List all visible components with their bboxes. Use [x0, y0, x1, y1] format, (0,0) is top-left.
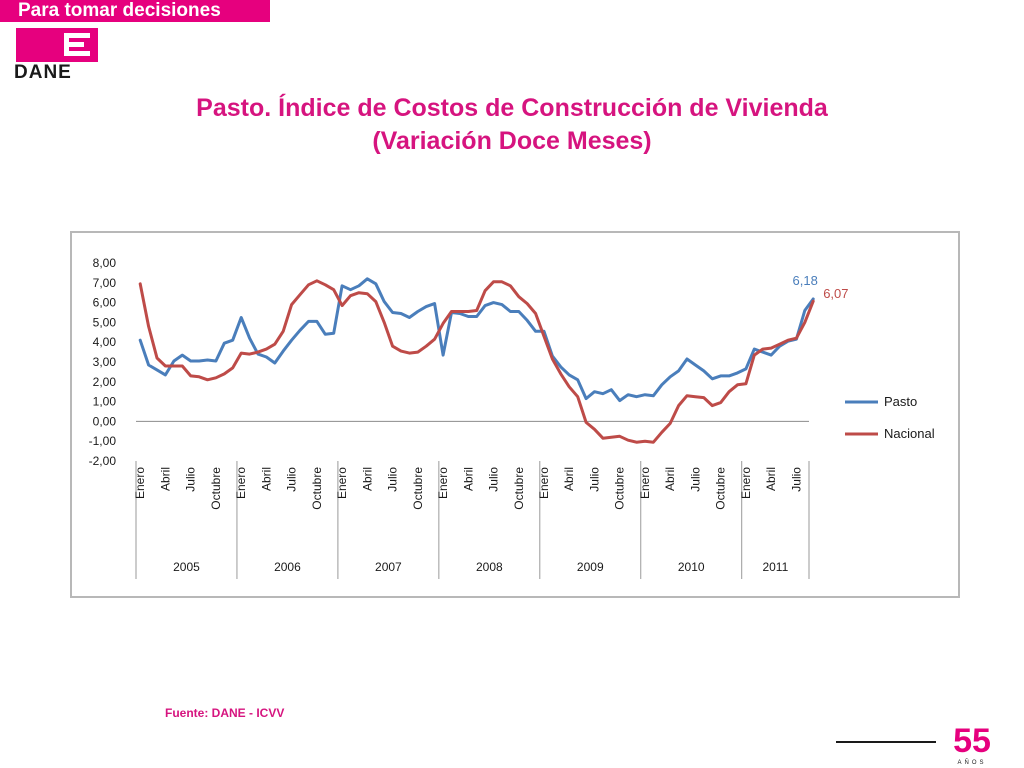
page-title: Pasto. Índice de Costos de Construcción …	[0, 92, 1024, 158]
header-banner: Para tomar decisiones	[0, 0, 270, 22]
data-label-nacional: 6,07	[823, 286, 848, 301]
month-tick-label: Octubre	[714, 467, 728, 510]
month-tick-label: Abril	[562, 467, 576, 491]
footer-divider	[836, 741, 936, 743]
data-label-pasto: 6,18	[793, 273, 818, 288]
month-tick-label: Enero	[739, 467, 753, 499]
y-tick-label: 5,00	[93, 315, 117, 329]
month-tick-label: Julio	[285, 467, 299, 492]
month-tick-label: Abril	[158, 467, 172, 491]
year-label: 2007	[375, 560, 402, 574]
year-label: 2010	[678, 560, 705, 574]
svg-text:AÑOS: AÑOS	[957, 759, 986, 766]
month-tick-label: Octubre	[512, 467, 526, 510]
anniversary-logo-icon: 55 AÑOS	[953, 722, 991, 766]
y-tick-label: 7,00	[93, 276, 117, 290]
month-tick-label: Enero	[335, 467, 349, 499]
y-tick-label: 3,00	[93, 355, 117, 369]
y-tick-label: 2,00	[93, 375, 117, 389]
month-tick-label: Enero	[638, 467, 652, 499]
year-label: 2009	[577, 560, 604, 574]
month-tick-label: Julio	[184, 467, 198, 492]
y-tick-label: 4,00	[93, 335, 117, 349]
month-tick-label: Abril	[461, 467, 475, 491]
month-tick-label: Enero	[537, 467, 551, 499]
year-label: 2006	[274, 560, 301, 574]
month-tick-label: Octubre	[613, 467, 627, 510]
month-tick-label: Enero	[133, 467, 147, 499]
y-tick-label: 1,00	[93, 395, 117, 409]
year-label: 2008	[476, 560, 503, 574]
month-tick-label: Julio	[487, 467, 501, 492]
month-tick-label: Abril	[663, 467, 677, 491]
month-tick-label: Abril	[259, 467, 273, 491]
title-line-2: (Variación Doce Meses)	[372, 127, 652, 155]
series-line-nacional	[138, 279, 815, 444]
line-chart: 8,00 7,00 6,00 5,00 4,00 3,00 2,00 1,00 0,00 -1,0…	[89, 256, 935, 579]
month-tick-label: Octubre	[310, 467, 324, 510]
month-tick-label: Julio	[587, 467, 601, 492]
y-tick-label: 0,00	[93, 414, 117, 428]
month-tick-label: Abril	[764, 467, 778, 491]
tagline: Para tomar decisiones	[18, 0, 221, 21]
dane-logo-icon	[16, 28, 98, 62]
month-tick-label: Octubre	[411, 467, 425, 510]
y-tick-label: 8,00	[93, 256, 117, 270]
series-line-pasto	[138, 277, 815, 403]
y-tick-label: -1,00	[89, 434, 117, 448]
legend-label-pasto: Pasto	[884, 394, 917, 409]
month-tick-label: Octubre	[209, 467, 223, 510]
year-label: 2011	[762, 560, 788, 574]
svg-text:55: 55	[953, 722, 991, 760]
logo-text: DANE	[14, 62, 72, 83]
month-tick-label: Julio	[688, 467, 702, 492]
chart-frame: 8,00 7,00 6,00 5,00 4,00 3,00 2,00 1,00 0,00 -1,0…	[70, 231, 960, 598]
year-label: 2005	[173, 560, 200, 574]
month-tick-label: Abril	[360, 467, 374, 491]
title-line-1: Pasto. Índice de Costos de Construcción …	[196, 94, 828, 122]
month-tick-label: Enero	[436, 467, 450, 499]
month-tick-label: Enero	[234, 467, 248, 499]
source-note: Fuente: DANE - ICVV	[165, 706, 285, 720]
y-tick-label: -2,00	[89, 454, 117, 468]
month-tick-label: Julio	[386, 467, 400, 492]
month-tick-label: Julio	[789, 467, 803, 492]
legend-label-nacional: Nacional	[884, 426, 935, 441]
y-tick-label: 6,00	[93, 296, 117, 310]
